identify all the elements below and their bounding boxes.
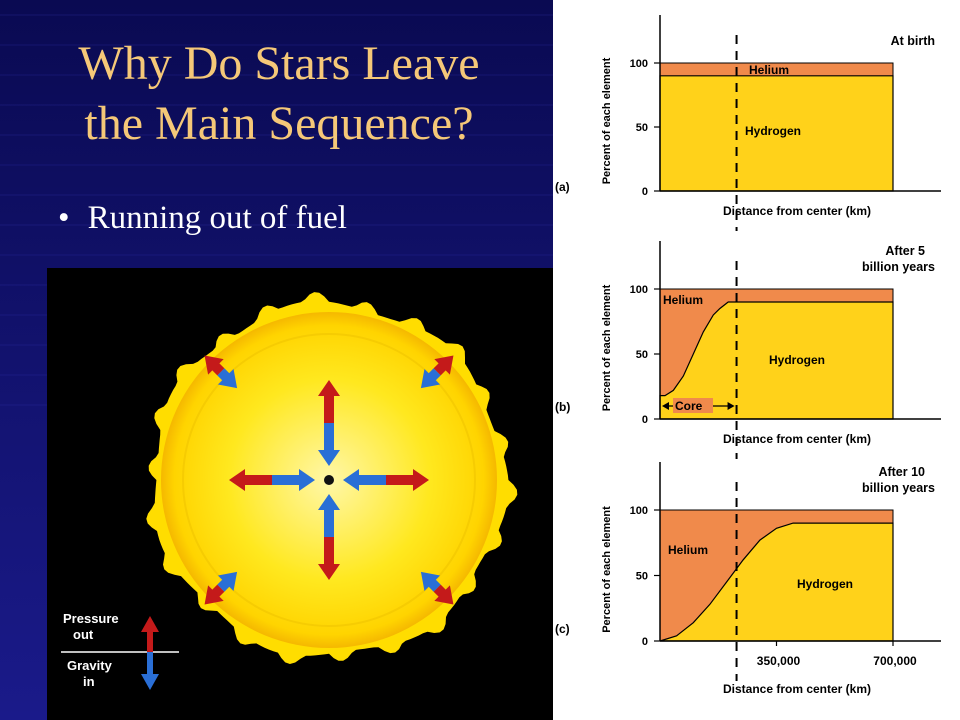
force-arrow-down [318,494,340,580]
bullet-text: Running out of fuel [87,200,347,236]
force-arrow-upper-right [420,355,454,389]
core-span-arrow-left [662,402,669,410]
y-axis-label: Percent of each element [601,57,613,184]
force-arrow-upper-left [204,355,238,389]
time-note: At birth [891,34,935,48]
y-tick-label: 100 [630,284,648,296]
y-tick-label: 50 [636,122,648,134]
title-line-1: Why Do Stars Leave [78,37,480,90]
composition-charts: 0 50 100 Percent of each element Distance fr… [553,0,960,720]
panel-label: (a) [555,180,570,194]
chart-panel-5-billion-years: 0 50 100 Percent of each element Distance fr… [555,241,941,459]
legend-gravity-line-1: Gravity [67,658,113,673]
helium-label: Helium [749,63,789,77]
legend-gravity-arrow [141,652,159,690]
force-arrows [204,355,454,605]
hydrogen-region [659,301,894,420]
core-span-arrow-right [727,402,735,410]
y-tick-label: 0 [642,414,648,426]
hydrogen-label: Hydrogen [769,353,825,367]
time-note: billion years [862,481,935,495]
time-note: After 5 [885,244,925,258]
time-note: After 10 [878,465,925,479]
legend-gravity-line-2: in [83,674,95,689]
sun-inner-ring [182,333,476,627]
hydrogen-region [659,522,894,642]
legend-pressure-line-2: out [73,627,94,642]
x-axis-label: Distance from center (km) [723,432,871,446]
force-arrow-right [343,469,429,491]
x-tick-label: 350,000 [757,654,801,668]
x-axis-label: Distance from center (km) [723,204,871,218]
panel-label: (b) [555,400,570,414]
y-tick-label: 50 [636,349,648,361]
helium-label: Helium [663,293,703,307]
y-axis-label: Percent of each element [601,284,613,411]
y-tick-label: 50 [636,571,648,583]
legend-pressure-line-1: Pressure [63,611,119,626]
legend-pressure-arrow [141,616,159,652]
y-axis-label: Percent of each element [601,506,613,633]
core-label-bg [673,398,713,413]
sun-diagram: Pressure out Gravity in [47,268,553,720]
title-line-2: the Main Sequence? [84,97,474,150]
force-arrow-lower-right [420,571,454,605]
hydrogen-label: Hydrogen [797,577,853,591]
slide-title: Why Do Stars Leave the Main Sequence? [14,34,544,154]
force-legend: Pressure out Gravity in [61,611,179,690]
force-arrow-left [229,469,315,491]
time-note: billion years [862,260,935,274]
helium-label: Helium [668,543,708,557]
force-arrow-up [318,380,340,466]
chart-panel-birth: 0 50 100 Percent of each element Distance fr… [555,15,941,231]
y-tick-label: 100 [630,505,648,517]
panel-label: (c) [555,622,570,636]
bullet-dot: • [58,200,70,236]
hydrogen-label: Hydrogen [745,124,801,138]
y-tick-label: 0 [642,636,648,648]
y-tick-label: 100 [630,58,648,70]
force-arrow-lower-left [204,571,238,605]
bullet-item: • Running out of fuel [58,200,347,237]
core-label: Core [675,399,703,413]
chart-panel-10-billion-years: 0 50 100 350,000 700,000 Percent of each elem… [555,462,941,696]
sun-center-dot [324,475,334,485]
y-tick-label: 0 [642,186,648,198]
x-axis-label: Distance from center (km) [723,682,871,696]
x-tick-label: 700,000 [873,654,917,668]
